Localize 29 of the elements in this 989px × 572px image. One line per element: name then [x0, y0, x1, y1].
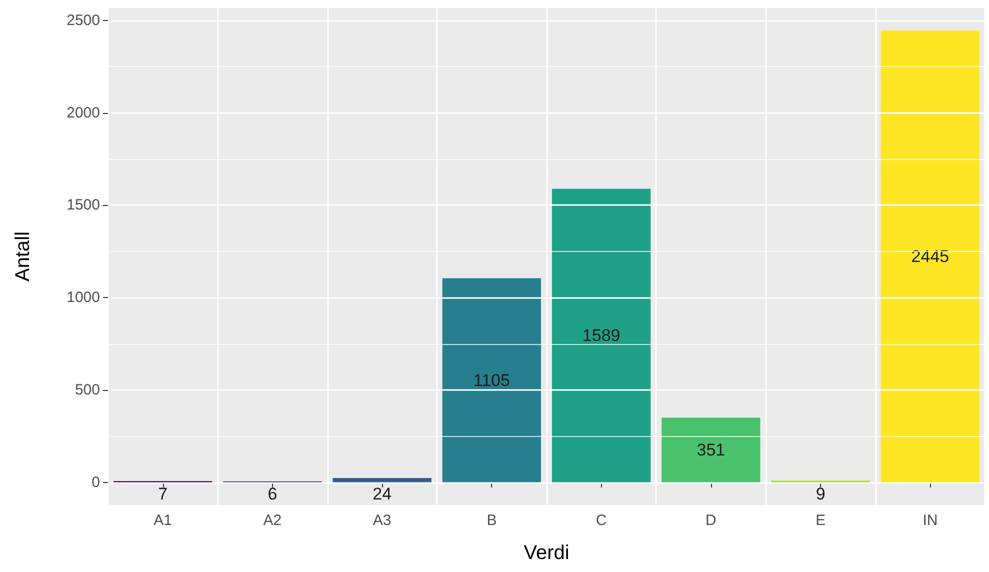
data-label: 351 [696, 440, 726, 460]
y-tick-label: 0 [92, 474, 100, 491]
x-tick-label: C [596, 512, 607, 529]
data-label: 9 [816, 484, 826, 504]
bar [880, 30, 980, 482]
y-tick-label: 500 [74, 382, 100, 399]
data-label: 6 [268, 484, 278, 504]
x-tick-label: B [486, 512, 497, 529]
bar [442, 278, 542, 482]
bar [332, 478, 432, 482]
y-tick-label: 1000 [66, 289, 100, 306]
data-label: 2445 [911, 247, 950, 266]
data-label: 1589 [582, 326, 620, 346]
x-tick-label: IN [922, 512, 938, 529]
x-tick-label: A1 [154, 512, 172, 529]
y-axis-title: Antall [12, 231, 34, 282]
y-tick-label: 2000 [66, 104, 100, 122]
data-label: 7 [158, 484, 168, 504]
x-tick-label: D [706, 512, 717, 529]
x-axis-title: Verdi [524, 542, 570, 564]
data-label: 24 [372, 484, 392, 504]
x-tick-label: E [816, 512, 826, 529]
bar [552, 188, 651, 482]
data-label: 1105 [473, 370, 510, 390]
x-tick-label: A2 [263, 512, 282, 529]
y-tick-label: 1500 [66, 196, 100, 214]
y-tick-label: 2500 [66, 12, 100, 29]
bar [662, 418, 760, 482]
x-tick-label: A3 [372, 512, 392, 529]
